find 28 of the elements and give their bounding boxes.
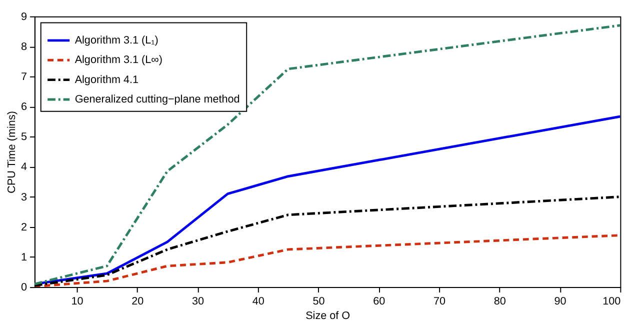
line-series xyxy=(34,24,620,286)
x-tick-label: 70 xyxy=(434,295,446,308)
y-tick-label: 2 xyxy=(21,221,28,234)
x-tick-label: 50 xyxy=(312,295,325,308)
legend-label: Algorithm 4.1 xyxy=(74,74,139,86)
y-tick-label: 6 xyxy=(21,101,28,114)
line-series xyxy=(34,234,620,288)
y-tick-label: 7 xyxy=(21,70,28,83)
y-tick-label: 1 xyxy=(21,251,28,264)
y-tick-label: 5 xyxy=(21,131,28,144)
y-tick-label: 8 xyxy=(21,40,28,53)
y-tick-label: 3 xyxy=(21,191,28,204)
x-tick-label: 100 xyxy=(602,295,621,308)
legend-label: Algorithm 3.1 (L₁) xyxy=(74,34,158,46)
x-tick-label: 30 xyxy=(192,295,204,308)
x-tick-label: 80 xyxy=(494,295,506,308)
x-tick-label: 60 xyxy=(373,295,386,308)
y-axis-title: CPU Time (mins) xyxy=(6,111,18,194)
x-tick-label: 40 xyxy=(252,295,264,308)
y-tick-label: 0 xyxy=(21,282,28,294)
x-tick-label: 90 xyxy=(554,295,566,308)
legend-label: Algorithm 3.1 (L∞) xyxy=(74,54,162,66)
y-tick-label: 4 xyxy=(21,161,28,174)
x-axis-title: Size of O xyxy=(306,310,350,322)
x-tick-label: 20 xyxy=(132,295,144,308)
x-tick-label: 10 xyxy=(71,295,84,308)
legend-label: Generalized cutting−plane method xyxy=(74,93,240,106)
y-tick-label: 9 xyxy=(21,10,28,23)
